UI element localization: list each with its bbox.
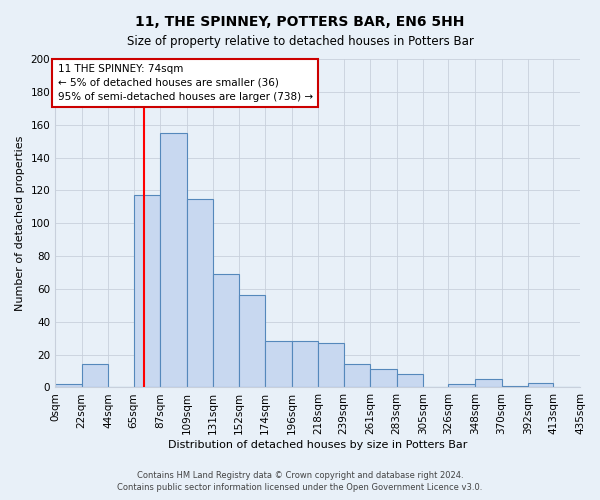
Y-axis label: Number of detached properties: Number of detached properties — [15, 136, 25, 311]
Bar — [292, 342, 318, 388]
Bar — [82, 364, 108, 388]
Bar — [370, 370, 397, 388]
Bar — [475, 379, 502, 388]
Bar — [502, 386, 528, 388]
Bar — [448, 384, 475, 388]
Bar — [55, 384, 82, 388]
Text: 11 THE SPINNEY: 74sqm
← 5% of detached houses are smaller (36)
95% of semi-detac: 11 THE SPINNEY: 74sqm ← 5% of detached h… — [58, 64, 313, 102]
Bar — [239, 296, 265, 388]
Text: Contains HM Land Registry data © Crown copyright and database right 2024.
Contai: Contains HM Land Registry data © Crown c… — [118, 471, 482, 492]
Bar — [160, 133, 187, 388]
Bar — [265, 342, 292, 388]
Bar — [528, 382, 553, 388]
Bar — [344, 364, 370, 388]
Text: 11, THE SPINNEY, POTTERS BAR, EN6 5HH: 11, THE SPINNEY, POTTERS BAR, EN6 5HH — [136, 15, 464, 29]
Bar — [318, 343, 344, 388]
Bar — [187, 198, 213, 388]
Bar — [213, 274, 239, 388]
Bar — [397, 374, 423, 388]
Bar — [134, 196, 160, 388]
X-axis label: Distribution of detached houses by size in Potters Bar: Distribution of detached houses by size … — [168, 440, 467, 450]
Text: Size of property relative to detached houses in Potters Bar: Size of property relative to detached ho… — [127, 35, 473, 48]
